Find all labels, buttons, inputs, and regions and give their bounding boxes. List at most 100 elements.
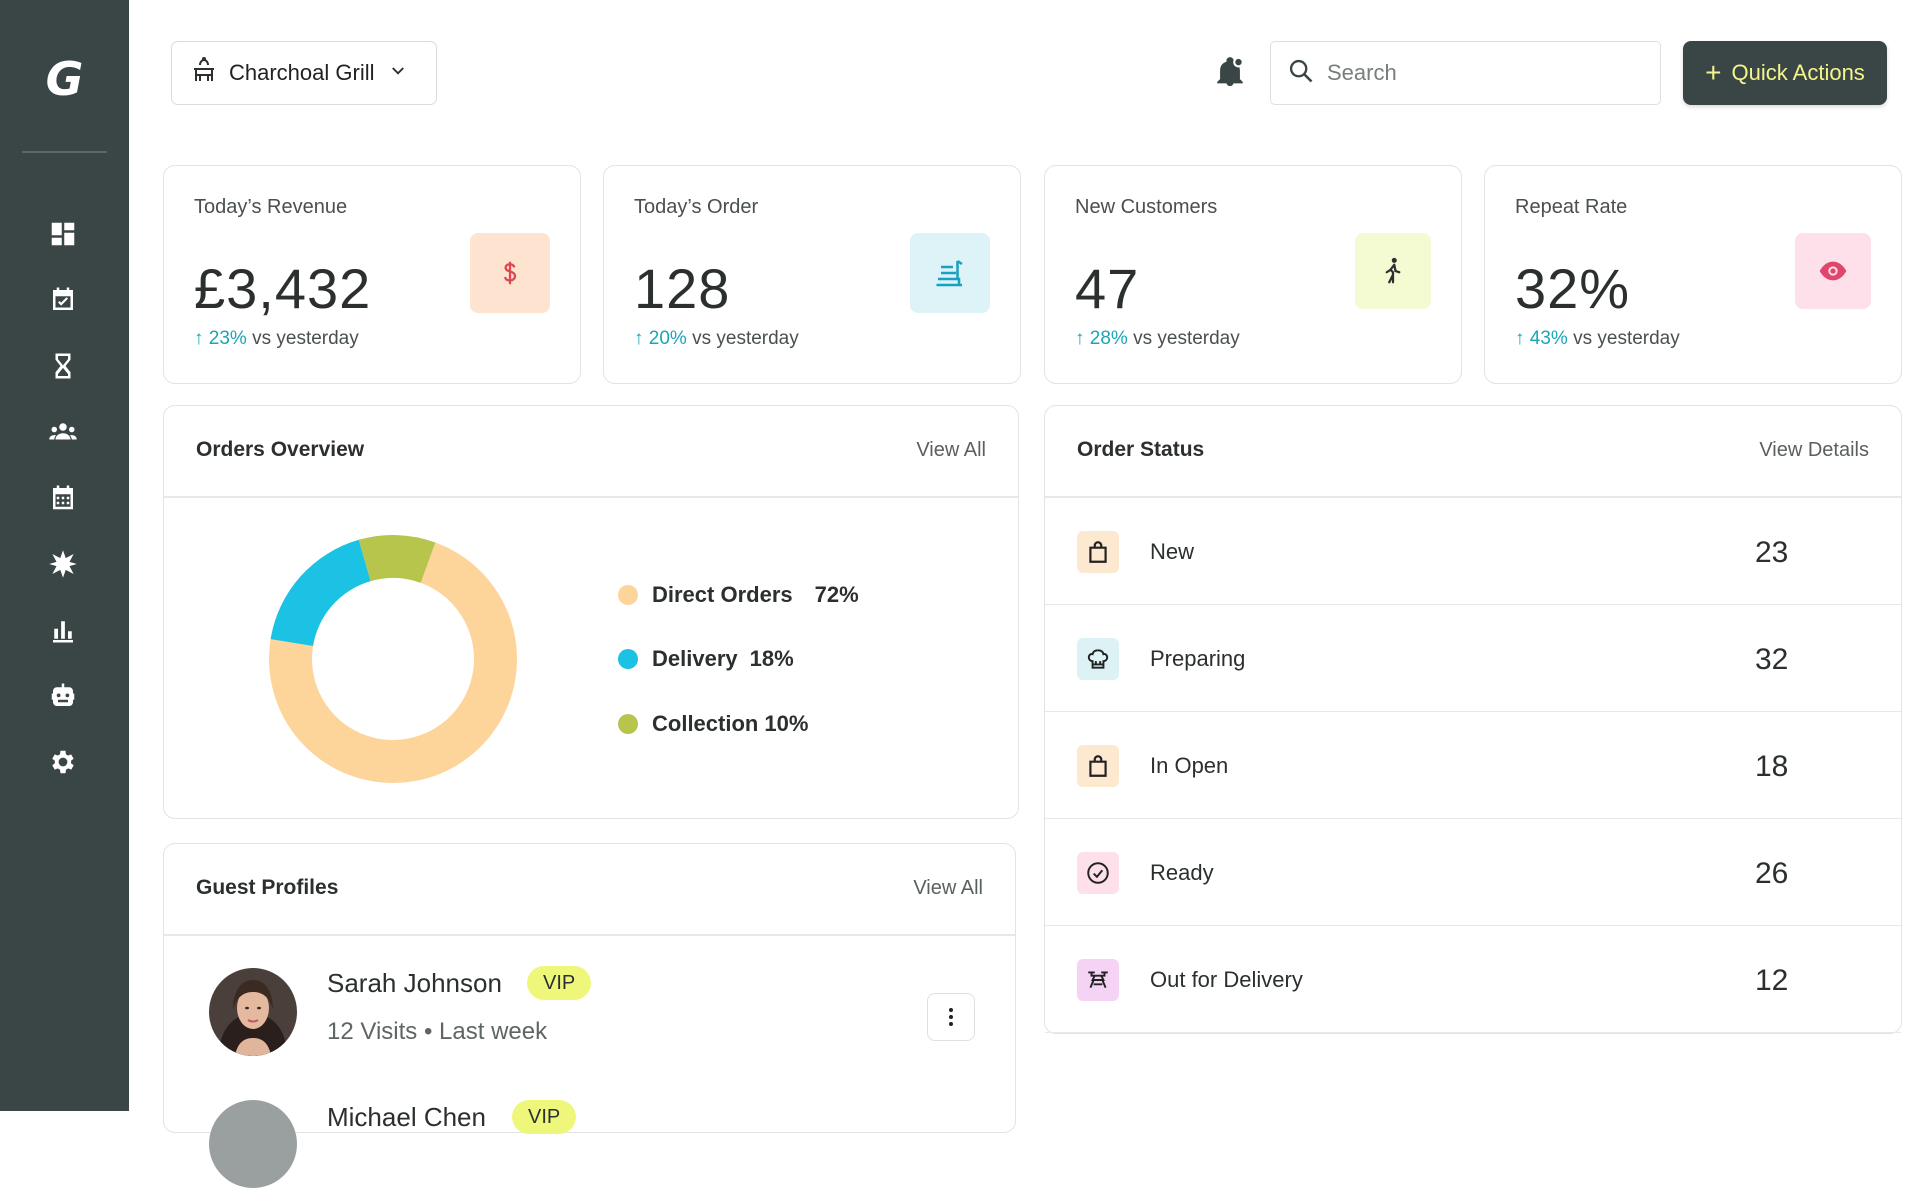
avatar[interactable]	[209, 1100, 297, 1188]
panel-divider	[164, 934, 1015, 936]
nav-calendar[interactable]	[40, 475, 86, 521]
arrow-up-icon: ↑	[634, 328, 649, 349]
stat-title: Today’s Revenue	[194, 196, 348, 218]
legend-pct: 10%	[764, 711, 809, 736]
dashboard-icon	[51, 222, 75, 246]
stat-change: ↑ 43% vs yesterday	[1515, 328, 1680, 350]
panel-title: Guest Profiles	[196, 876, 339, 899]
guest-profiles-panel: Guest Profiles View All Sarah Johnson VI…	[163, 843, 1016, 1188]
chef-hat-icon	[1077, 638, 1119, 680]
stat-change-text: vs yesterday	[1573, 328, 1680, 349]
avatar[interactable]	[209, 968, 297, 1056]
app-logo[interactable]: G	[45, 52, 84, 106]
legend-label: Delivery	[652, 646, 738, 671]
stat-card-repeat-rate[interactable]: Repeat Rate 32% ↑ 43% vs yesterday	[1484, 165, 1902, 384]
status-count: 18	[1755, 750, 1789, 783]
restaurant-icon	[188, 55, 220, 92]
legend-label: Collection	[652, 711, 759, 736]
stat-title: Repeat Rate	[1515, 196, 1628, 218]
hourglass-icon	[55, 353, 71, 379]
status-row-in-open[interactable]: In Open 18	[1045, 712, 1901, 819]
quick-actions-button[interactable]: + Quick Actions	[1683, 41, 1887, 105]
search-input[interactable]	[1327, 60, 1627, 86]
stat-change-text: vs yesterday	[1133, 328, 1240, 349]
nav-waitlist[interactable]	[40, 343, 86, 389]
donut-slice-collection[interactable]	[358, 535, 436, 583]
legend-pct: 18%	[749, 646, 794, 671]
vip-badge: VIP	[527, 966, 592, 1000]
arrow-up-icon: ↑	[1075, 328, 1090, 349]
view-all-link[interactable]: View All	[913, 877, 983, 899]
stat-title: Today’s Order	[634, 196, 759, 218]
walking-person-icon	[1355, 233, 1431, 309]
nav-reports[interactable]	[40, 607, 86, 653]
status-label: New	[1150, 539, 1195, 564]
status-row-new[interactable]: New 23	[1045, 498, 1901, 605]
vip-badge: VIP	[512, 1100, 577, 1134]
status-label: Preparing	[1150, 646, 1246, 671]
guest-name[interactable]: Michael Chen	[327, 1102, 486, 1132]
guest-last-visit: Last week	[439, 1018, 548, 1045]
guest-visits: 12 Visits	[327, 1018, 418, 1045]
store-name: Charchoal Grill	[229, 60, 375, 85]
stat-change-text: vs yesterday	[692, 328, 799, 349]
sidebar: G	[0, 0, 129, 1111]
nav-settings[interactable]	[40, 739, 86, 785]
status-count: 23	[1755, 536, 1789, 569]
stat-card-orders[interactable]: Today’s Order 128 ↑ 20% vs yesterday	[603, 165, 1021, 384]
legend-collection: Collection 10%	[618, 711, 808, 737]
status-row-out-for-delivery[interactable]: Out for Delivery 12	[1045, 926, 1901, 1033]
stat-change-pct: 43%	[1529, 328, 1568, 349]
status-row-ready[interactable]: Ready 26	[1045, 819, 1901, 926]
people-icon	[49, 423, 77, 440]
guest-name[interactable]: Sarah Johnson	[327, 968, 502, 998]
stat-card-revenue[interactable]: Today’s Revenue £3,432 ↑ 23% vs yesterda…	[163, 165, 581, 384]
stat-change: ↑ 28% vs yesterday	[1075, 328, 1240, 350]
donut-slice-direct-orders[interactable]	[269, 542, 517, 783]
donut-slice-delivery[interactable]	[270, 539, 371, 647]
status-count: 12	[1755, 964, 1789, 997]
view-all-link[interactable]: View All	[916, 439, 986, 461]
legend-swatch	[618, 585, 638, 605]
panel-title: Order Status	[1077, 438, 1205, 461]
separator-dot: •	[423, 1018, 440, 1045]
nav-ai-assistant[interactable]	[40, 673, 86, 719]
nav-dashboard[interactable]	[40, 211, 86, 257]
guest-meta: 12 Visits • Last week	[327, 1018, 547, 1046]
dollar-icon	[470, 233, 550, 313]
status-row-preparing[interactable]: Preparing 32	[1045, 605, 1901, 712]
stat-value: 32%	[1515, 257, 1631, 320]
stat-change-pct: 28%	[1089, 328, 1128, 349]
nav-reservations[interactable]	[40, 277, 86, 323]
delivery-drone-icon	[1077, 959, 1119, 1001]
legend-direct-orders: Direct Orders 72%	[618, 582, 859, 608]
nav-customers[interactable]	[40, 409, 86, 455]
order-status-panel: Order Status View Details New 23 Prepari…	[1044, 405, 1902, 1034]
stat-card-new-customers[interactable]: New Customers 47 ↑ 28% vs yesterday	[1044, 165, 1462, 384]
search-icon	[1287, 57, 1315, 90]
gear-icon	[52, 750, 74, 774]
view-details-link[interactable]: View Details	[1759, 439, 1869, 461]
calendar-grid-icon	[53, 485, 73, 510]
store-selector[interactable]: Charchoal Grill	[171, 41, 437, 105]
arrow-up-icon: ↑	[1515, 328, 1530, 349]
legend-swatch	[618, 714, 638, 734]
stat-value: 47	[1075, 257, 1140, 320]
notification-bell-icon[interactable]	[1213, 55, 1247, 89]
stat-value: 128	[634, 257, 731, 320]
arrow-up-icon: ↑	[194, 328, 209, 349]
search-box[interactable]	[1270, 41, 1661, 105]
food-tray-icon	[910, 233, 990, 313]
legend-label: Direct Orders	[652, 582, 793, 607]
check-circle-icon	[1077, 852, 1119, 894]
bar-chart-icon	[53, 621, 73, 643]
legend-delivery: Delivery 18%	[618, 646, 794, 672]
nav-promotions[interactable]	[40, 541, 86, 587]
stat-change: ↑ 23% vs yesterday	[194, 328, 359, 350]
panel-divider	[164, 496, 1018, 498]
eye-icon	[1795, 233, 1871, 309]
status-count: 26	[1755, 857, 1789, 890]
orders-donut-chart	[269, 535, 517, 783]
stat-change-pct: 23%	[208, 328, 247, 349]
more-options-button[interactable]	[927, 993, 975, 1041]
